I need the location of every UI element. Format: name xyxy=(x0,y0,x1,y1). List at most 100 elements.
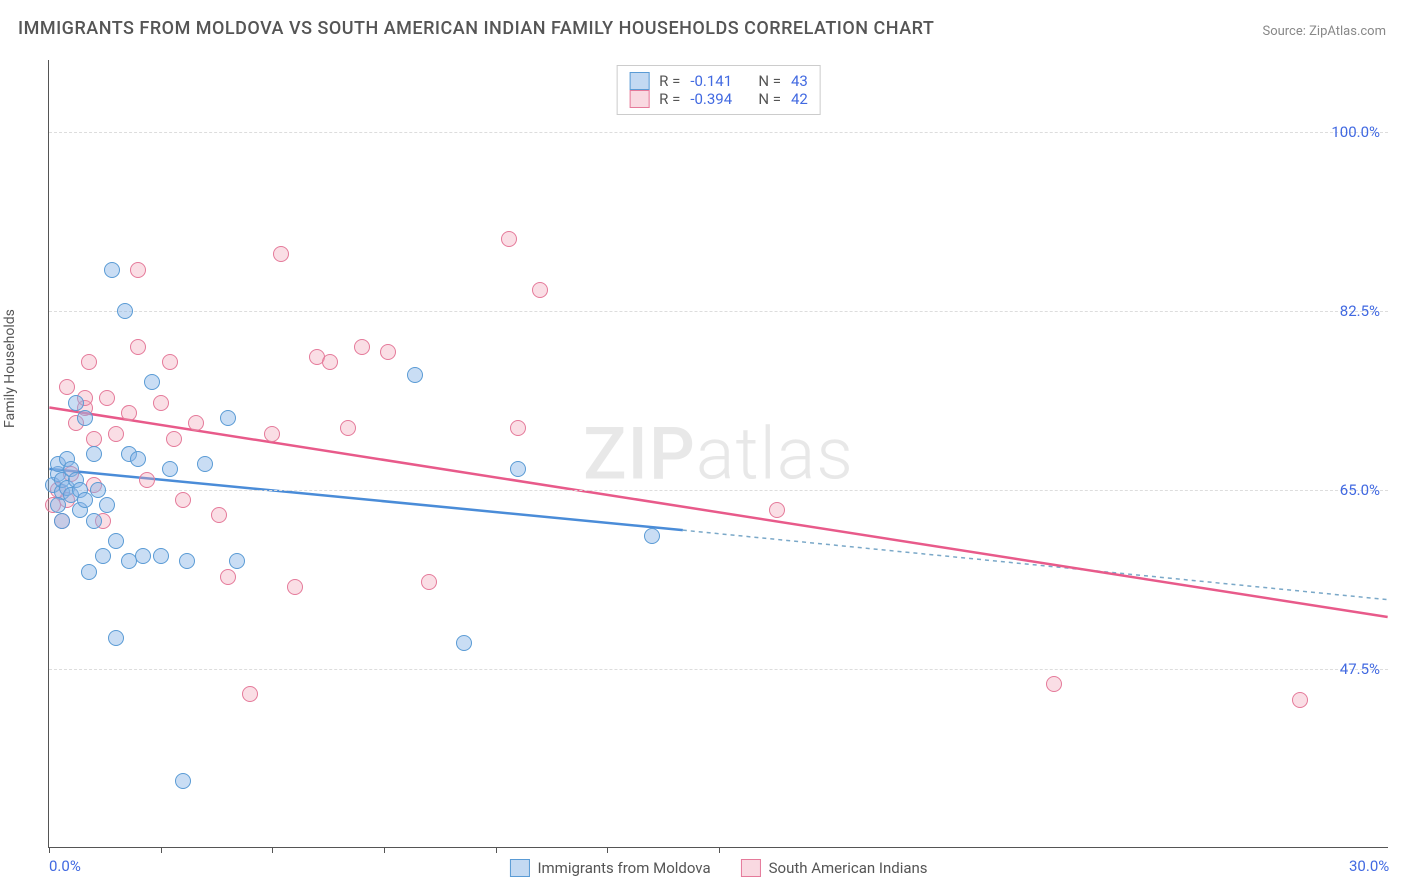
x-tick-mark xyxy=(496,847,497,853)
legend-n-label: N = xyxy=(758,90,781,108)
x-tick-mark xyxy=(384,847,385,853)
data-point xyxy=(81,354,97,370)
legend-item: South American Indians xyxy=(741,859,928,877)
data-point xyxy=(380,344,396,360)
data-point xyxy=(144,374,160,390)
data-point xyxy=(769,502,785,518)
legend-row: R = -0.394 N = 42 xyxy=(629,90,808,108)
x-tick-label: 0.0% xyxy=(49,857,81,875)
legend-n-label: N = xyxy=(758,72,781,90)
data-point xyxy=(532,282,548,298)
data-point xyxy=(50,497,66,513)
legend-label: Immigrants from Moldova xyxy=(537,859,710,877)
data-point xyxy=(175,492,191,508)
data-point xyxy=(340,420,356,436)
x-tick-mark xyxy=(161,847,162,853)
data-point xyxy=(86,446,102,462)
data-point xyxy=(130,339,146,355)
data-point xyxy=(407,367,423,383)
data-point xyxy=(162,354,178,370)
legend-row: R = -0.141 N = 43 xyxy=(629,72,808,90)
legend-swatch xyxy=(509,859,529,877)
data-point xyxy=(117,303,133,319)
data-point xyxy=(130,262,146,278)
data-point xyxy=(81,564,97,580)
data-point xyxy=(54,513,70,529)
data-point xyxy=(273,246,289,262)
x-tick-mark xyxy=(49,847,50,853)
data-point xyxy=(68,395,84,411)
data-point xyxy=(77,492,93,508)
gridline xyxy=(49,669,1388,670)
data-point xyxy=(264,426,280,442)
legend-swatch xyxy=(629,90,649,108)
gridline xyxy=(49,132,1388,133)
x-tick-label: 30.0% xyxy=(1349,857,1389,875)
data-point xyxy=(220,569,236,585)
data-point xyxy=(501,231,517,247)
x-tick-mark xyxy=(272,847,273,853)
data-point xyxy=(77,410,93,426)
data-point xyxy=(188,415,204,431)
legend-swatch xyxy=(741,859,761,877)
data-point xyxy=(644,528,660,544)
data-point xyxy=(59,379,75,395)
data-point xyxy=(86,431,102,447)
y-tick-label: 65.0% xyxy=(1340,481,1380,499)
legend-n-value: 43 xyxy=(791,72,808,90)
data-point xyxy=(99,390,115,406)
data-point xyxy=(108,533,124,549)
data-point xyxy=(456,635,472,651)
legend-r-label: R = xyxy=(659,72,680,90)
chart-plot-area: ZIPatlas R =-0.141N =43R =-0.394N =42 Im… xyxy=(48,60,1388,848)
data-point xyxy=(104,262,120,278)
x-tick-mark xyxy=(607,847,608,853)
x-tick-mark xyxy=(719,847,720,853)
data-point xyxy=(153,548,169,564)
data-point xyxy=(95,548,111,564)
data-point xyxy=(179,553,195,569)
data-point xyxy=(139,472,155,488)
y-tick-label: 82.5% xyxy=(1340,302,1380,320)
data-point xyxy=(175,773,191,789)
chart-title: IMMIGRANTS FROM MOLDOVA VS SOUTH AMERICA… xyxy=(18,18,934,39)
data-point xyxy=(197,456,213,472)
data-point xyxy=(510,461,526,477)
legend-r-value: -0.141 xyxy=(690,72,748,90)
data-point xyxy=(1292,692,1308,708)
y-tick-label: 47.5% xyxy=(1340,660,1380,678)
data-point xyxy=(99,497,115,513)
y-tick-label: 100.0% xyxy=(1331,123,1380,141)
data-point xyxy=(242,686,258,702)
legend-r-value: -0.394 xyxy=(690,90,748,108)
y-axis-label: Family Households xyxy=(2,309,18,428)
data-point xyxy=(108,426,124,442)
legend-label: South American Indians xyxy=(769,859,928,877)
data-point xyxy=(108,630,124,646)
trend-lines xyxy=(49,60,1388,847)
data-point xyxy=(211,507,227,523)
data-point xyxy=(90,482,106,498)
data-point xyxy=(135,548,151,564)
data-point xyxy=(166,431,182,447)
gridline xyxy=(49,490,1388,491)
data-point xyxy=(121,405,137,421)
data-point xyxy=(220,410,236,426)
gridline xyxy=(49,311,1388,312)
data-point xyxy=(510,420,526,436)
legend-item: Immigrants from Moldova xyxy=(509,859,710,877)
legend-r-label: R = xyxy=(659,90,680,108)
watermark: ZIPatlas xyxy=(583,411,854,496)
data-point xyxy=(153,395,169,411)
legend-n-value: 42 xyxy=(791,90,808,108)
correlation-legend: R = -0.141 N = 43 R = -0.394 N = 42 xyxy=(616,65,821,115)
data-point xyxy=(1046,676,1062,692)
data-point xyxy=(421,574,437,590)
data-point xyxy=(86,513,102,529)
legend-swatch xyxy=(629,72,649,90)
series-legend: Immigrants from Moldova South American In… xyxy=(509,859,927,877)
data-point xyxy=(354,339,370,355)
data-point xyxy=(229,553,245,569)
data-point xyxy=(322,354,338,370)
data-point xyxy=(287,579,303,595)
